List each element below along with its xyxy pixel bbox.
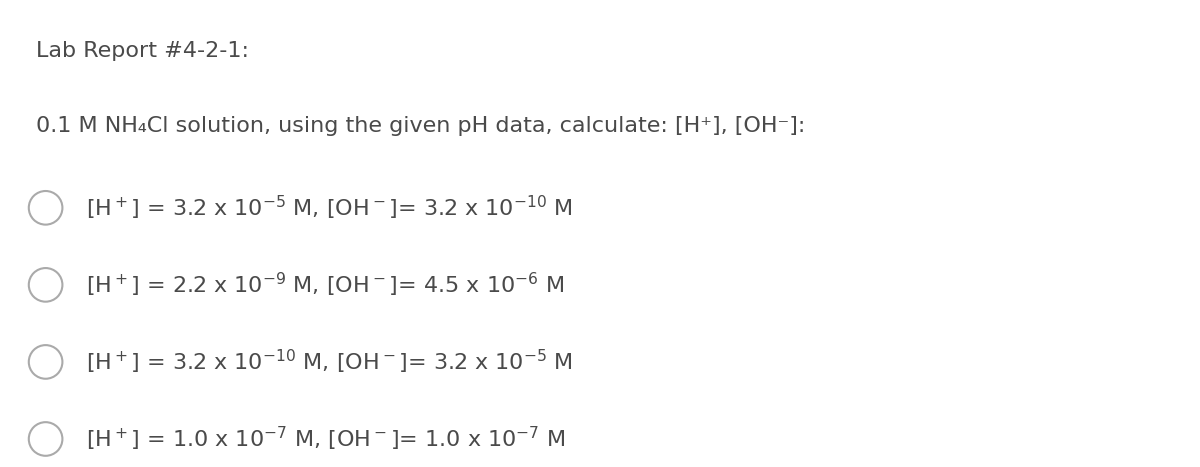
Text: 0.1 M NH₄Cl solution, using the given pH data, calculate: [H⁺], [OH⁻]:: 0.1 M NH₄Cl solution, using the given pH… — [36, 116, 805, 136]
Text: Lab Report #4-2-1:: Lab Report #4-2-1: — [36, 42, 250, 61]
Text: [H$^+$] = 1.0 x 10$^{-7}$ M, [OH$^-$]= 1.0 x 10$^{-7}$ M: [H$^+$] = 1.0 x 10$^{-7}$ M, [OH$^-$]= 1… — [86, 425, 566, 453]
Text: [H$^+$] = 3.2 x 10$^{-10}$ M, [OH$^-$]= 3.2 x 10$^{-5}$ M: [H$^+$] = 3.2 x 10$^{-10}$ M, [OH$^-$]= … — [86, 348, 574, 376]
Text: [H$^+$] = 3.2 x 10$^{-5}$ M, [OH$^-$]= 3.2 x 10$^{-10}$ M: [H$^+$] = 3.2 x 10$^{-5}$ M, [OH$^-$]= 3… — [86, 194, 574, 222]
Text: [H$^+$] = 2.2 x 10$^{-9}$ M, [OH$^-$]= 4.5 x 10$^{-6}$ M: [H$^+$] = 2.2 x 10$^{-9}$ M, [OH$^-$]= 4… — [86, 271, 565, 299]
